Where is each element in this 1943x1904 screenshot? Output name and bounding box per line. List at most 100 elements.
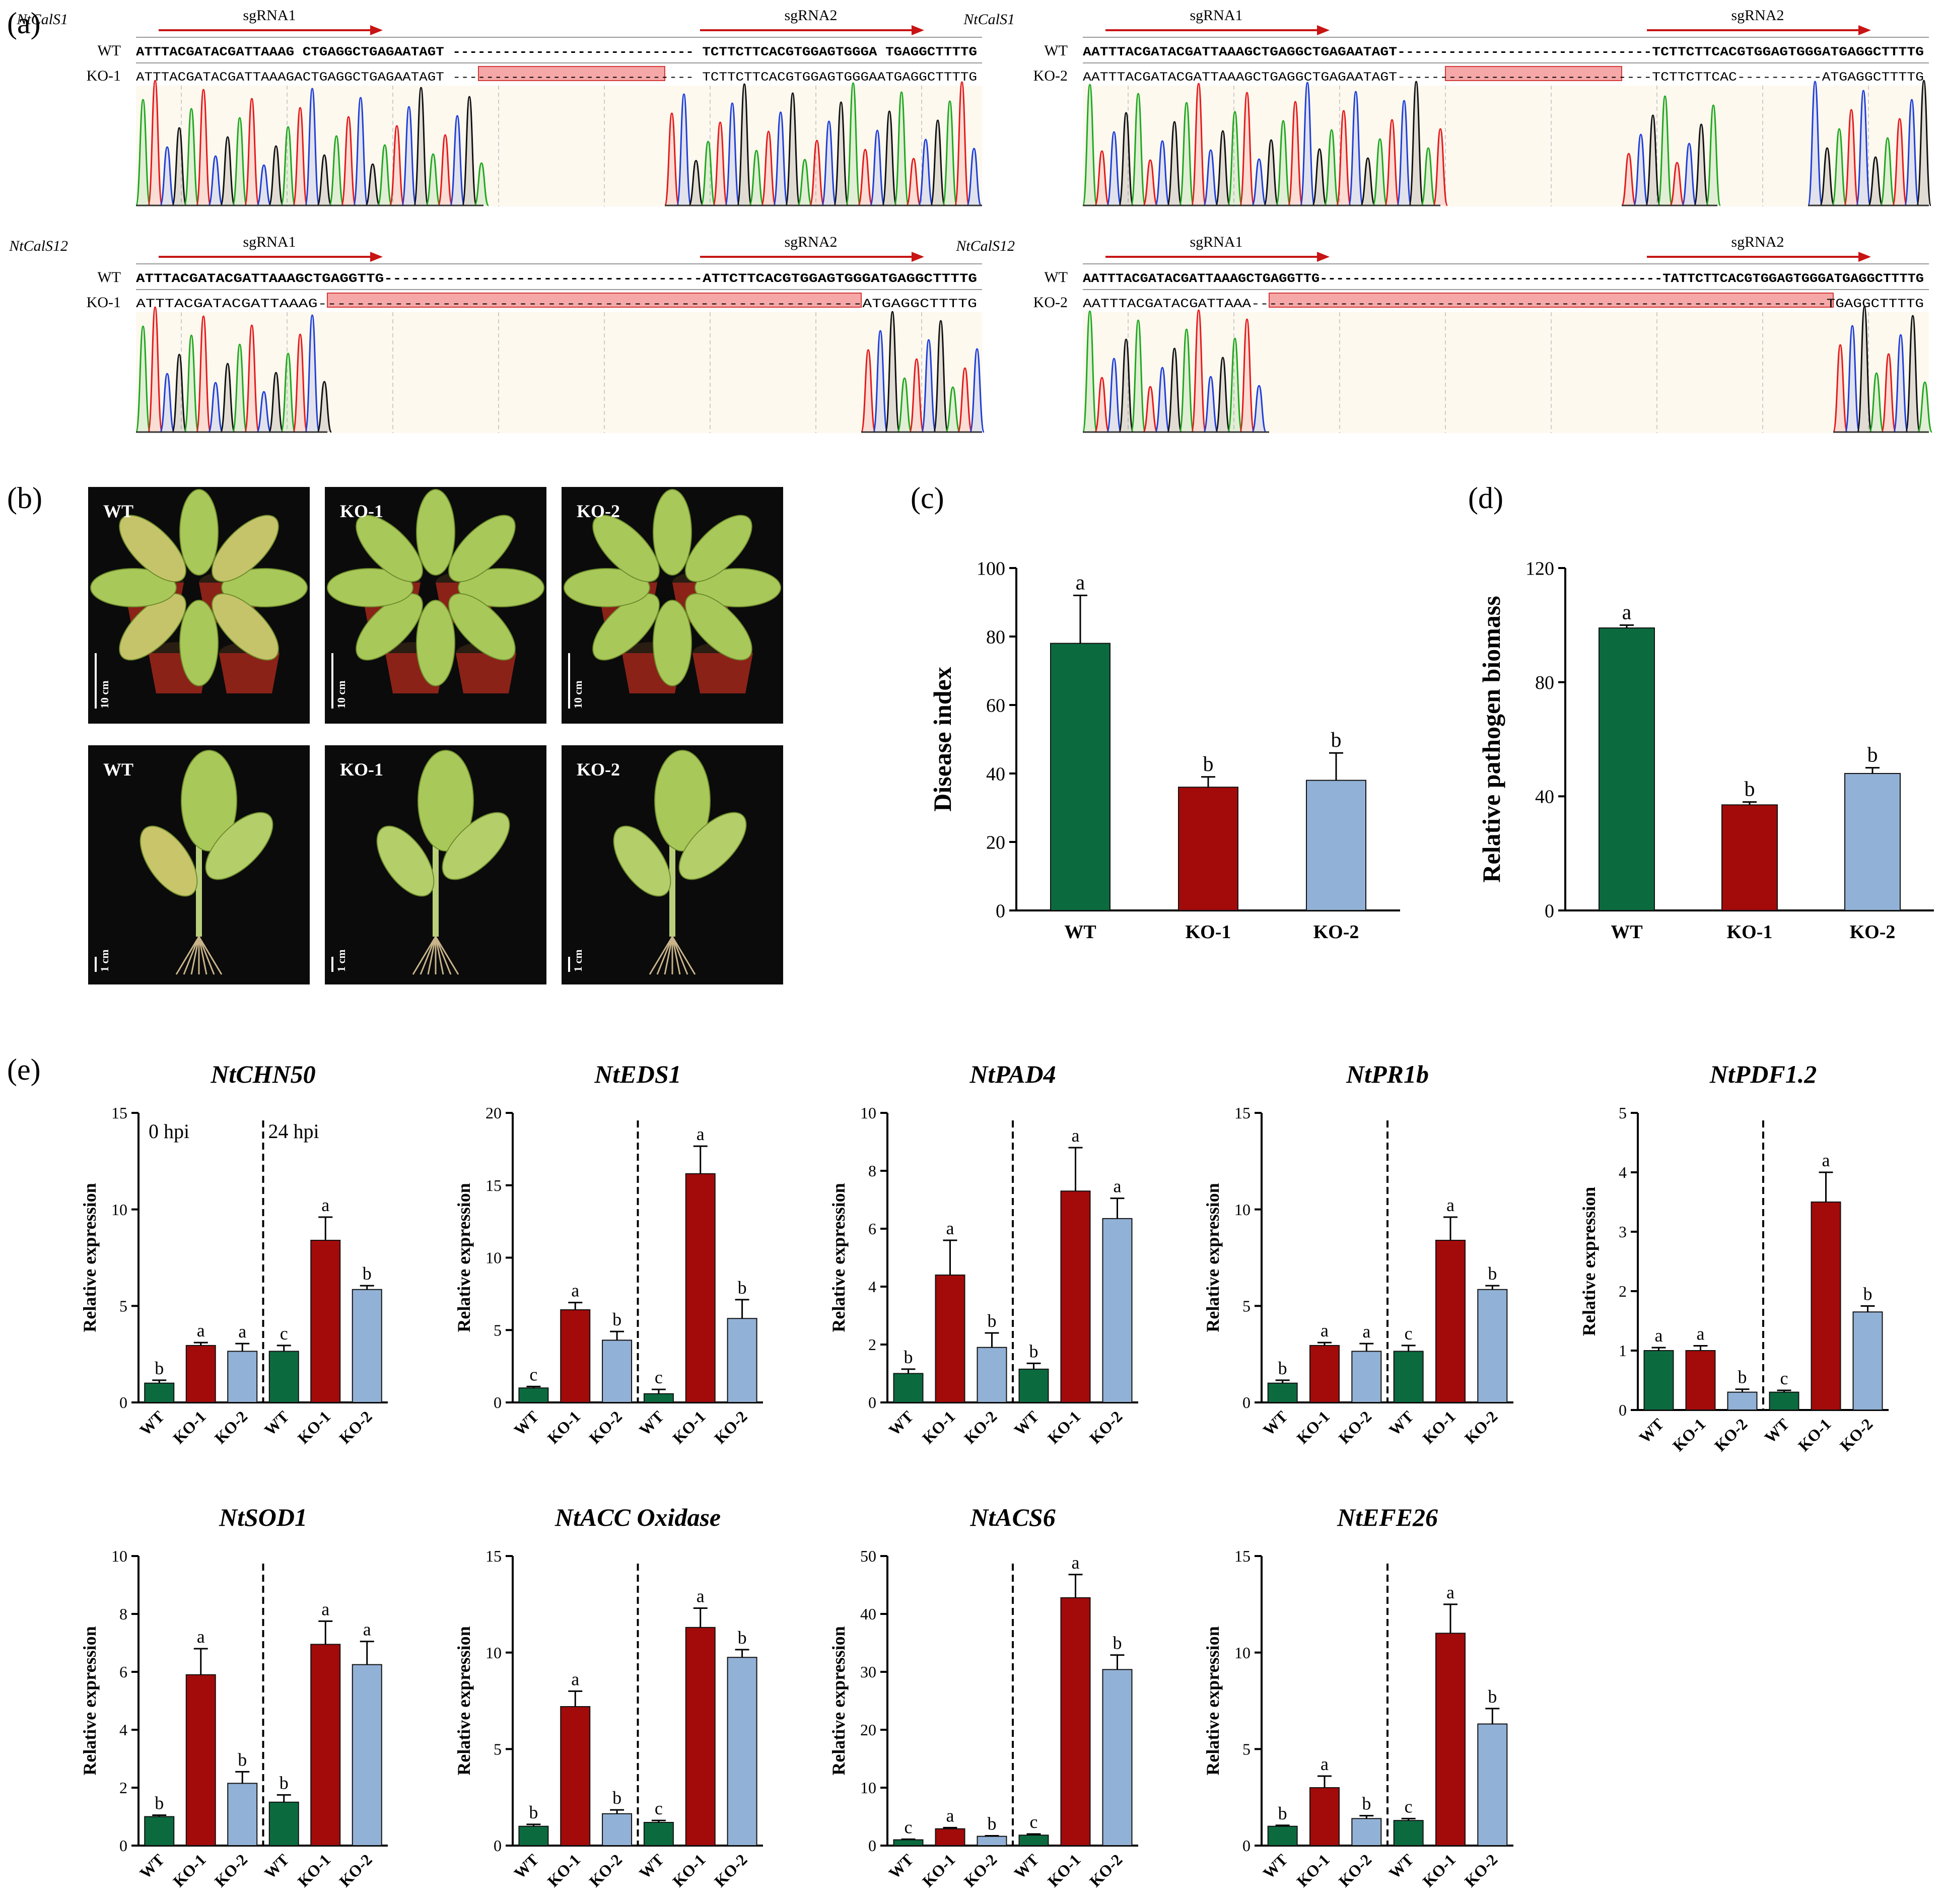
chromatogram-peak	[183, 108, 199, 206]
bar-ko-2	[602, 1339, 633, 1403]
bar-wt	[518, 1387, 549, 1403]
chromatogram-peak	[449, 115, 465, 206]
x-tick-label: KO-2	[586, 1850, 626, 1890]
chromatogram-peak	[1681, 143, 1697, 206]
chart-4: 0 2 4 6 8 10 Relative expression NtPAD4 b WT a KO-1…	[828, 1060, 1138, 1447]
x-tick-label: KO-2	[1461, 1850, 1501, 1890]
chromatogram-peak	[1142, 159, 1158, 206]
y-tick-label: 15	[111, 1104, 127, 1122]
bar-ko-1	[1309, 1345, 1340, 1403]
y-tick-label: 0	[494, 1393, 502, 1412]
y-tick-label: 5	[494, 1740, 502, 1758]
chromatogram-peak	[1881, 353, 1897, 433]
x-tick-label: WT	[1385, 1407, 1417, 1439]
deletion-highlight	[1445, 66, 1622, 81]
chromatogram-peak	[207, 155, 224, 206]
x-tick-label: WT	[261, 1407, 293, 1439]
chromatogram-peak	[183, 334, 199, 433]
chromatogram-peak	[1094, 377, 1110, 433]
chromatogram-peak	[833, 101, 849, 206]
leaf	[119, 515, 186, 583]
significance-letter: c	[1405, 1796, 1413, 1816]
chromatogram-peak	[748, 150, 765, 206]
significance-letter: b	[1362, 1794, 1371, 1814]
chromatogram-peak	[1251, 158, 1267, 206]
plant-photo: KO-2 1 cm	[562, 745, 783, 984]
bar-ko-1	[1178, 787, 1238, 911]
y-tick-label: 8	[868, 1162, 876, 1180]
chromatogram-peak	[821, 120, 837, 206]
significance-letter: b	[1863, 1284, 1872, 1304]
x-tick-label: KO-1	[544, 1407, 584, 1447]
significance-letter: a	[1076, 571, 1085, 594]
root	[671, 936, 681, 975]
gene-name: NtCalS1	[16, 11, 68, 28]
chromatogram-peak	[1621, 153, 1637, 206]
chromatogram-peak	[954, 81, 970, 206]
scale-bar-label: 1 cm	[98, 949, 111, 972]
chromatogram-peak	[1154, 367, 1170, 433]
x-tick-label: WT	[1611, 922, 1642, 943]
y-axis-label: Relative expression	[828, 1183, 849, 1332]
x-tick-label: KO-1	[1044, 1850, 1084, 1890]
chromatogram-peak	[244, 324, 260, 433]
chromatogram-peak	[1372, 138, 1388, 206]
chart-1: 0 40 80 120 Relative pathogen biomass a WT b KO-…	[1477, 558, 1934, 943]
chromatogram-peak	[1166, 121, 1183, 206]
leaf	[205, 812, 273, 880]
chart-title: NtACC Oxidase	[554, 1503, 721, 1531]
y-tick-label: 10	[485, 1644, 502, 1662]
chromatogram-peak	[473, 162, 490, 206]
leaf	[654, 750, 711, 852]
y-tick-label: 40	[986, 763, 1005, 785]
x-tick-label: KO-1	[544, 1850, 584, 1890]
plant-photo: KO-2 10 cm	[562, 487, 783, 724]
y-tick-label: 15	[485, 1176, 502, 1194]
root	[435, 936, 459, 975]
x-tick-label: KO-1	[1044, 1407, 1084, 1447]
sequencing-panel: NtCalS1 sgRNA1 sgRNA2 WT ATTTACGATACGATTAAAG…	[9, 7, 1933, 433]
significance-letter: c	[1030, 1812, 1038, 1832]
y-axis-label: Relative expression	[80, 1183, 100, 1332]
bar-ko-1	[185, 1674, 216, 1846]
x-tick-label: KO-2	[1086, 1850, 1126, 1890]
x-tick-label: KO-2	[960, 1407, 1001, 1447]
chromatogram-peak	[159, 373, 175, 433]
ko-label: KO-1	[87, 294, 121, 311]
chromatogram-peak	[232, 117, 248, 206]
bar-ko-2	[1477, 1289, 1508, 1403]
bar-wt	[268, 1351, 299, 1403]
chart-8: 0 5 10 15 Relative expression NtACC Oxidase b W…	[454, 1503, 763, 1890]
bar-wt	[144, 1816, 175, 1846]
chromatogram-peak	[857, 149, 873, 206]
x-tick-label: WT	[885, 1850, 917, 1882]
leaf	[212, 515, 279, 583]
y-tick-label: 50	[860, 1547, 876, 1565]
chromatogram-peak	[884, 311, 900, 433]
chromatogram-peak	[1867, 156, 1884, 206]
root	[198, 936, 207, 975]
x-tick-label: KO-1	[169, 1850, 210, 1890]
x-tick-label: KO-1	[1186, 922, 1231, 943]
y-tick-label: 10	[860, 1779, 876, 1797]
chromatogram-peak	[1299, 82, 1315, 206]
chromatogram-peak	[1855, 90, 1871, 206]
x-tick-label: KO-2	[1313, 922, 1359, 943]
x-tick-label: WT	[261, 1850, 293, 1882]
chromatogram-peak	[930, 119, 946, 206]
trace-background	[1083, 86, 1929, 206]
chromatogram-peak	[1917, 381, 1933, 433]
y-axis-label: Relative expression	[80, 1626, 100, 1775]
y-tick-label: 10	[860, 1104, 876, 1122]
bar-ko-2	[227, 1783, 258, 1846]
chromatogram-peak	[195, 89, 212, 206]
y-tick-label: 2	[119, 1779, 127, 1797]
chromatogram-peak	[797, 159, 813, 206]
y-tick-label: 0	[996, 900, 1005, 922]
chromatogram-peak	[425, 153, 441, 206]
x-tick-label: KO-2	[960, 1850, 1001, 1890]
leaf	[695, 568, 781, 607]
y-tick-label: 10	[485, 1249, 502, 1267]
chart-title: NtEDS1	[594, 1060, 681, 1088]
chromatogram-peak	[280, 126, 296, 206]
